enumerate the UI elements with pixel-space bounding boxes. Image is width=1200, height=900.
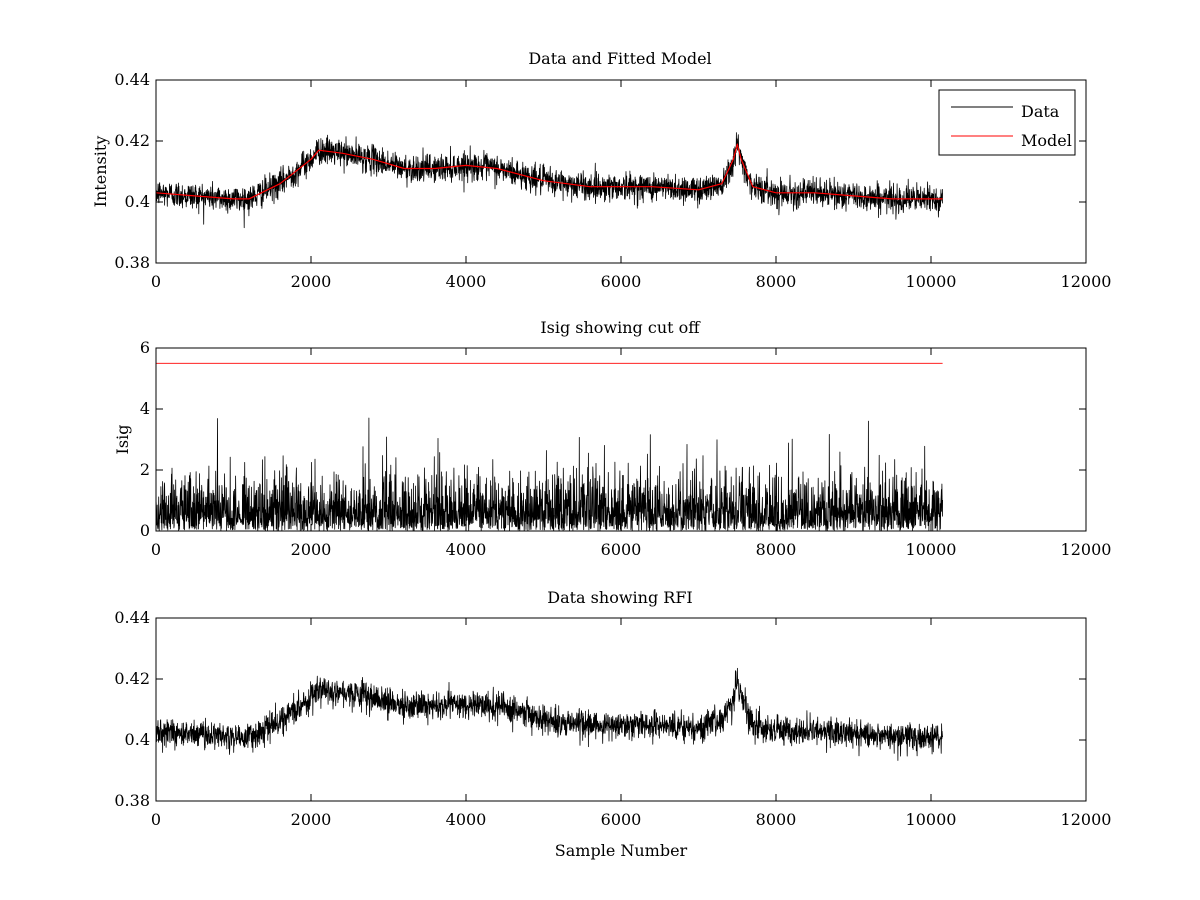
subplot-1: Data and Fitted Model 0 2000 4000 6000 8000 1… [91, 49, 1111, 291]
subplot-1-xtick-label: 2000 [291, 272, 332, 291]
subplot-2: Isig showing cut off 0 2000 4000 6000 8000 10… [113, 318, 1111, 559]
subplot-1-series-layer [155, 132, 943, 229]
subplot-1-xtick-label: 4000 [446, 272, 487, 291]
subplot-2-ticks: 0 2000 4000 6000 8000 10000 12000 0 2 4 6 [140, 338, 1112, 559]
subplot-3-xtick-label: 2000 [291, 810, 332, 829]
subplot-2-xtick-label: 0 [151, 540, 161, 559]
legend-entry-data: Data [1021, 102, 1060, 121]
subplot-3-xtick-label: 12000 [1061, 810, 1112, 829]
subplot-1-title: Data and Fitted Model [528, 49, 711, 68]
subplot-2-ytick-label: 4 [140, 399, 150, 418]
subplot-1-ytick-label: 0.4 [125, 192, 150, 211]
subplot-2-ytick-label: 0 [140, 521, 150, 540]
subplot-2-ytick-label: 2 [140, 460, 150, 479]
subplot-3-ytick-label: 0.38 [114, 791, 150, 810]
subplot-1-xtick-label: 6000 [601, 272, 642, 291]
subplot-3-ytick-label: 0.44 [114, 608, 150, 627]
subplot-3-series-layer [155, 667, 943, 761]
subplot-2-title: Isig showing cut off [540, 318, 701, 337]
subplot-2-series-layer [155, 362, 943, 532]
subplot-1-xtick-label: 12000 [1061, 272, 1112, 291]
subplot-3-xlabel: Sample Number [555, 841, 688, 860]
subplot-1-xtick-label: 0 [151, 272, 161, 291]
subplot-3-series-0-line [155, 667, 943, 761]
subplot-3-xtick-label: 4000 [446, 810, 487, 829]
subplot-1-ticks: 0 2000 4000 6000 8000 10000 12000 0.38 0.4 0.42 0.… [114, 70, 1111, 291]
subplot-2-xtick-label: 2000 [291, 540, 332, 559]
subplot-3: Data showing RFI 0 2000 4000 6000 8000 10000 1… [114, 588, 1111, 860]
subplot-1-ytick-label: 0.42 [114, 131, 150, 150]
subplot-2-xtick-label: 4000 [446, 540, 487, 559]
subplot-2-series-0-line [155, 417, 943, 532]
subplot-1-ytick-label: 0.38 [114, 253, 150, 272]
subplot-1-data-line [155, 132, 943, 229]
subplot-3-ticks: 0 2000 4000 6000 8000 10000 12000 0.38 0.4 0.42 0.… [114, 608, 1111, 829]
subplot-2-xtick-label: 12000 [1061, 540, 1112, 559]
subplot-2-xtick-label: 6000 [601, 540, 642, 559]
subplot-2-ytick-label: 6 [140, 338, 150, 357]
subplot-3-xtick-label: 6000 [601, 810, 642, 829]
subplot-1-ytick-label: 0.44 [114, 70, 150, 89]
legend-entry-model: Model [1021, 131, 1072, 150]
subplot-3-xtick-label: 8000 [756, 810, 797, 829]
legend: Data Model [938, 89, 1076, 156]
subplot-3-ytick-label: 0.4 [125, 730, 150, 749]
subplot-1-model-line [155, 143, 943, 200]
subplot-3-ytick-label: 0.42 [114, 669, 150, 688]
subplot-3-xtick-label: 0 [151, 810, 161, 829]
subplot-1-xtick-label: 8000 [756, 272, 797, 291]
subplot-2-xtick-label: 8000 [756, 540, 797, 559]
subplot-2-ylabel: Isig [113, 425, 132, 455]
subplot-3-title: Data showing RFI [547, 588, 692, 607]
subplot-2-xtick-label: 10000 [906, 540, 957, 559]
subplot-3-xtick-label: 10000 [906, 810, 957, 829]
subplot-1-ylabel: Intensity [91, 136, 110, 208]
subplot-1-xtick-label: 10000 [906, 272, 957, 291]
legend-box [938, 89, 1076, 156]
